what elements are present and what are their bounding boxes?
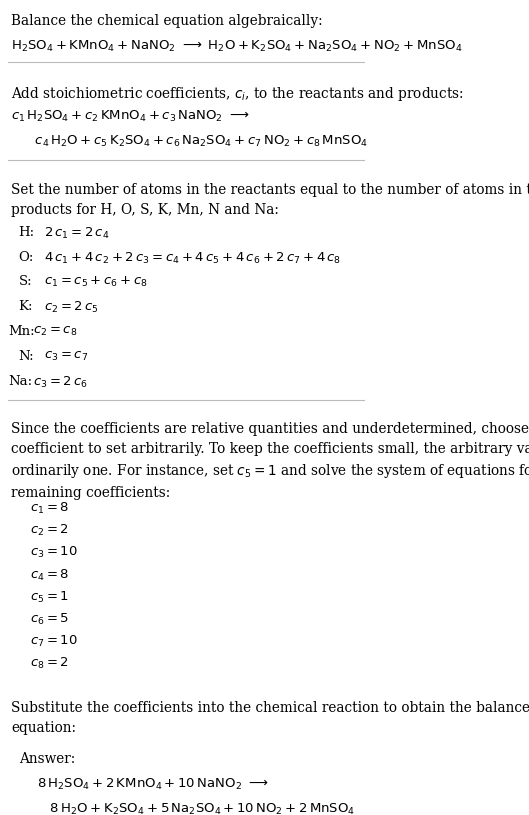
Text: K:: K: [19, 300, 33, 313]
Text: $c_5 = 1$: $c_5 = 1$ [30, 590, 69, 605]
Text: $c_4 = 8$: $c_4 = 8$ [30, 567, 69, 583]
Text: $c_6 = 5$: $c_6 = 5$ [30, 612, 69, 627]
Text: Balance the chemical equation algebraically:: Balance the chemical equation algebraica… [12, 14, 323, 28]
Text: $c_2 = c_8$: $c_2 = c_8$ [33, 325, 78, 338]
Text: Add stoichiometric coefficients, $c_i$, to the reactants and products:: Add stoichiometric coefficients, $c_i$, … [12, 85, 464, 103]
Text: $c_2 = 2\,c_5$: $c_2 = 2\,c_5$ [44, 300, 99, 315]
Text: $c_7 = 10$: $c_7 = 10$ [30, 634, 77, 650]
Text: $2\,c_1 = 2\,c_4$: $2\,c_1 = 2\,c_4$ [44, 226, 110, 240]
Text: $\mathsf{H_2SO_4 + KMnO_4 + NaNO_2\ \longrightarrow\ H_2O + K_2SO_4 + Na_2SO_4 +: $\mathsf{H_2SO_4 + KMnO_4 + NaNO_2\ \lon… [12, 39, 463, 54]
Text: Substitute the coefficients into the chemical reaction to obtain the balanced
eq: Substitute the coefficients into the che… [12, 702, 529, 735]
Text: N:: N: [19, 350, 34, 363]
Text: $8\,\mathsf{H_2SO_4} + 2\,\mathsf{KMnO_4} + 10\,\mathsf{NaNO_2}\ \longrightarrow: $8\,\mathsf{H_2SO_4} + 2\,\mathsf{KMnO_4… [37, 777, 268, 791]
Text: Answer:: Answer: [19, 751, 75, 766]
Text: $c_1 = c_5 + c_6 + c_8$: $c_1 = c_5 + c_6 + c_8$ [44, 275, 148, 289]
Text: $c_3 = 2\,c_6$: $c_3 = 2\,c_6$ [33, 375, 88, 390]
Text: Set the number of atoms in the reactants equal to the number of atoms in the
pro: Set the number of atoms in the reactants… [12, 183, 529, 217]
FancyBboxPatch shape [4, 738, 288, 815]
Text: S:: S: [19, 275, 32, 289]
Text: Mn:: Mn: [8, 325, 34, 338]
Text: $c_3 = c_7$: $c_3 = c_7$ [44, 350, 88, 363]
Text: $c_8 = 2$: $c_8 = 2$ [30, 656, 69, 672]
Text: $c_1\,\mathsf{H_2SO_4} + c_2\,\mathsf{KMnO_4} + c_3\,\mathsf{NaNO_2}\ \longright: $c_1\,\mathsf{H_2SO_4} + c_2\,\mathsf{KM… [12, 109, 250, 125]
Text: O:: O: [19, 250, 34, 263]
Text: $\quad 8\,\mathsf{H_2O} + \mathsf{K_2SO_4} + 5\,\mathsf{Na_2SO_4} + 10\,\mathsf{: $\quad 8\,\mathsf{H_2O} + \mathsf{K_2SO_… [37, 801, 355, 815]
Text: $c_2 = 2$: $c_2 = 2$ [30, 523, 69, 538]
Text: Since the coefficients are relative quantities and underdetermined, choose a
coe: Since the coefficients are relative quan… [12, 422, 529, 500]
Text: $\quad c_4\,\mathsf{H_2O} + c_5\,\mathsf{K_2SO_4} + c_6\,\mathsf{Na_2SO_4} + c_7: $\quad c_4\,\mathsf{H_2O} + c_5\,\mathsf… [22, 134, 368, 149]
Text: $c_1 = 8$: $c_1 = 8$ [30, 501, 69, 516]
Text: $4\,c_1 + 4\,c_2 + 2\,c_3 = c_4 + 4\,c_5 + 4\,c_6 + 2\,c_7 + 4\,c_8$: $4\,c_1 + 4\,c_2 + 2\,c_3 = c_4 + 4\,c_5… [44, 250, 341, 266]
Text: $c_3 = 10$: $c_3 = 10$ [30, 545, 77, 561]
Text: H:: H: [19, 226, 35, 239]
Text: Na:: Na: [8, 375, 32, 388]
